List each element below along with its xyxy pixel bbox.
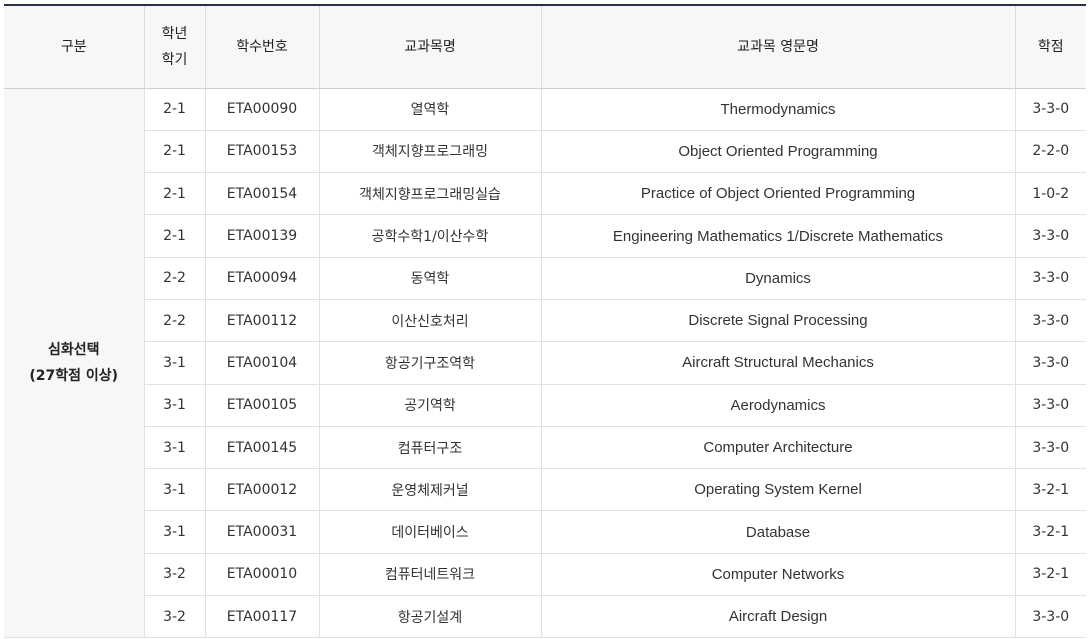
term-cell: 3-2 — [143, 595, 205, 639]
course-name-cell: 객체지향프로그래밍실습 — [318, 172, 541, 216]
term-cell: 3-1 — [143, 384, 205, 427]
table-row: 3-2 ETA00010 컴퓨터네트워크 Computer Networks 3-2-1 — [4, 553, 1086, 597]
credits-cell: 3-3-0 — [1014, 88, 1086, 131]
course-code-cell: ETA00145 — [204, 426, 319, 470]
credits-cell: 2-2-0 — [1014, 130, 1086, 174]
term-cell: 3-1 — [143, 426, 205, 470]
course-name-cell: 운영체제커널 — [318, 468, 541, 512]
course-name-cell: 컴퓨터구조 — [318, 426, 541, 470]
table-row: 3-1 ETA00031 데이터베이스 Database 3-2-1 — [4, 510, 1086, 554]
course-name-en-cell: Dynamics — [540, 257, 1015, 300]
course-name-en-cell: Object Oriented Programming — [540, 130, 1015, 174]
course-name-en-cell: Computer Architecture — [540, 426, 1015, 470]
category-label: 심화선택 — [47, 341, 100, 358]
header-course-name-en: 교과목 영문명 — [540, 4, 1015, 89]
table-row: 2-2 ETA00112 이산신호처리 Discrete Signal Process… — [4, 299, 1086, 343]
table-row: 3-1 ETA00145 컴퓨터구조 Computer Architecture 3-3… — [4, 426, 1086, 470]
course-name-cell: 컴퓨터네트워크 — [318, 553, 541, 597]
term-cell: 2-1 — [143, 88, 205, 131]
credits-cell: 3-2-1 — [1014, 468, 1086, 512]
course-code-cell: ETA00153 — [204, 130, 319, 174]
course-name-en-cell: Thermodynamics — [540, 88, 1015, 131]
header-category: 구분 — [4, 4, 144, 89]
term-cell: 3-1 — [143, 510, 205, 554]
credits-cell: 3-3-0 — [1014, 299, 1086, 343]
table-row: 3-2 ETA00117 항공기설계 Aircraft Design 3-3-0 — [4, 595, 1086, 639]
course-code-cell: ETA00090 — [204, 88, 319, 131]
course-name-en-cell: Operating System Kernel — [540, 468, 1015, 512]
course-name-cell: 동역학 — [318, 257, 541, 300]
course-code-cell: ETA00139 — [204, 214, 319, 258]
course-name-en-cell: Aerodynamics — [540, 384, 1015, 427]
credits-cell: 3-3-0 — [1014, 341, 1086, 385]
course-code-cell: ETA00154 — [204, 172, 319, 216]
header-credits: 학점 — [1014, 4, 1086, 89]
header-course-code: 학수번호 — [204, 4, 319, 89]
credits-cell: 3-2-1 — [1014, 510, 1086, 554]
course-name-cell: 항공기구조역학 — [318, 341, 541, 385]
term-cell: 3-2 — [143, 553, 205, 597]
credits-cell: 3-3-0 — [1014, 426, 1086, 470]
table-row: 2-1 ETA00154 객체지향프로그래밍실습 Practice of Object… — [4, 172, 1086, 216]
table-row: 심화선택 (27학점 이상) 2-1 ETA00090 열역학 Thermodynamic… — [4, 88, 1086, 639]
term-cell: 3-1 — [143, 468, 205, 512]
course-code-cell: ETA00094 — [204, 257, 319, 300]
header-course-name: 교과목명 — [318, 4, 541, 89]
table-row: 2-1 ETA00139 공학수학1/이산수학 Engineering Mathema… — [4, 214, 1086, 258]
term-cell: 3-1 — [143, 341, 205, 385]
header-term-label: 학기 — [161, 51, 188, 68]
course-code-cell: ETA00012 — [204, 468, 319, 512]
course-code-cell: ETA00031 — [204, 510, 319, 554]
term-cell: 2-1 — [143, 214, 205, 258]
course-name-en-cell: Computer Networks — [540, 553, 1015, 597]
course-name-en-cell: Database — [540, 510, 1015, 554]
course-name-en-cell: Practice of Object Oriented Programming — [540, 172, 1015, 216]
curriculum-table: 구분 학년 학기 학수번호 교과목명 교과목 영문명 학점 심화선택 (27학점 … — [4, 4, 1086, 639]
course-name-cell: 공기역학 — [318, 384, 541, 427]
course-name-cell: 항공기설계 — [318, 595, 541, 639]
credits-cell: 3-2-1 — [1014, 553, 1086, 597]
term-cell: 2-1 — [143, 172, 205, 216]
credits-cell: 1-0-2 — [1014, 172, 1086, 216]
table-row: 3-1 ETA00105 공기역학 Aerodynamics 3-3-0 — [4, 384, 1086, 427]
course-name-en-cell: Discrete Signal Processing — [540, 299, 1015, 343]
table-row: 3-1 ETA00104 항공기구조역학 Aircraft Structural Me… — [4, 341, 1086, 385]
course-code-cell: ETA00010 — [204, 553, 319, 597]
course-name-cell: 이산신호처리 — [318, 299, 541, 343]
course-name-cell: 객체지향프로그래밍 — [318, 130, 541, 174]
header-year-label: 학년 — [161, 25, 188, 42]
header-year-term: 학년 학기 — [143, 4, 205, 89]
credits-cell: 3-3-0 — [1014, 595, 1086, 639]
course-name-en-cell: Aircraft Structural Mechanics — [540, 341, 1015, 385]
header-row: 구분 학년 학기 학수번호 교과목명 교과목 영문명 학점 — [4, 4, 1086, 89]
credits-cell: 3-3-0 — [1014, 257, 1086, 300]
term-cell: 2-2 — [143, 299, 205, 343]
table-body: 심화선택 (27학점 이상) 2-1 ETA00090 열역학 Thermodynamic… — [4, 88, 1086, 639]
credits-cell: 3-3-0 — [1014, 384, 1086, 427]
course-name-en-cell: Engineering Mathematics 1/Discrete Mathe… — [540, 214, 1015, 258]
table-row: 2-2 ETA00094 동역학 Dynamics 3-3-0 — [4, 257, 1086, 300]
course-name-cell: 공학수학1/이산수학 — [318, 214, 541, 258]
course-code-cell: ETA00104 — [204, 341, 319, 385]
table-row: 3-1 ETA00012 운영체제커널 Operating System Kernel… — [4, 468, 1086, 512]
course-code-cell: ETA00117 — [204, 595, 319, 639]
term-cell: 2-2 — [143, 257, 205, 300]
category-requirement: (27학점 이상) — [29, 367, 119, 384]
table-header: 구분 학년 학기 학수번호 교과목명 교과목 영문명 학점 — [4, 4, 1086, 89]
course-name-cell: 열역학 — [318, 88, 541, 131]
table-row: 2-1 ETA00153 객체지향프로그래밍 Object Oriented Prog… — [4, 130, 1086, 174]
category-cell: 심화선택 (27학점 이상) — [4, 88, 144, 639]
course-code-cell: ETA00112 — [204, 299, 319, 343]
course-name-cell: 데이터베이스 — [318, 510, 541, 554]
course-name-en-cell: Aircraft Design — [540, 595, 1015, 639]
term-cell: 2-1 — [143, 130, 205, 174]
curriculum-table-container: 구분 학년 학기 학수번호 교과목명 교과목 영문명 학점 심화선택 (27학점 … — [4, 4, 1086, 639]
credits-cell: 3-3-0 — [1014, 214, 1086, 258]
course-code-cell: ETA00105 — [204, 384, 319, 427]
